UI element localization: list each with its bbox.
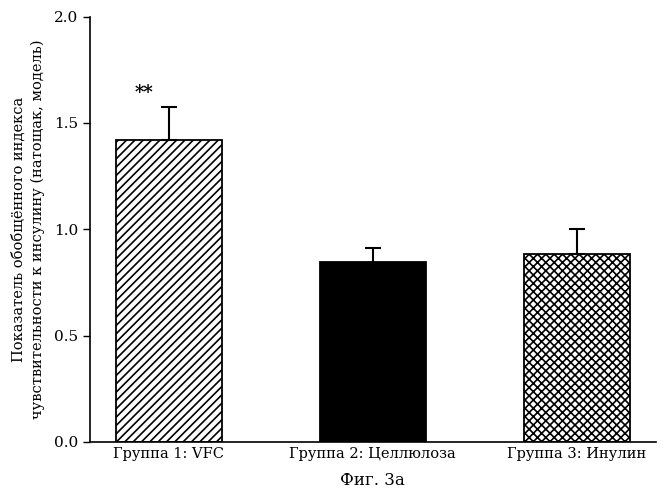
Bar: [319, 262, 426, 442]
X-axis label: Фиг. 3а: Фиг. 3а: [340, 472, 406, 489]
Bar: [524, 254, 630, 442]
Y-axis label: Показатель обобщённого индекса
чувствительности к инсулину (натощак, модель): Показатель обобщённого индекса чувствите…: [11, 40, 45, 419]
Bar: [115, 140, 221, 442]
Text: **: **: [135, 84, 153, 102]
